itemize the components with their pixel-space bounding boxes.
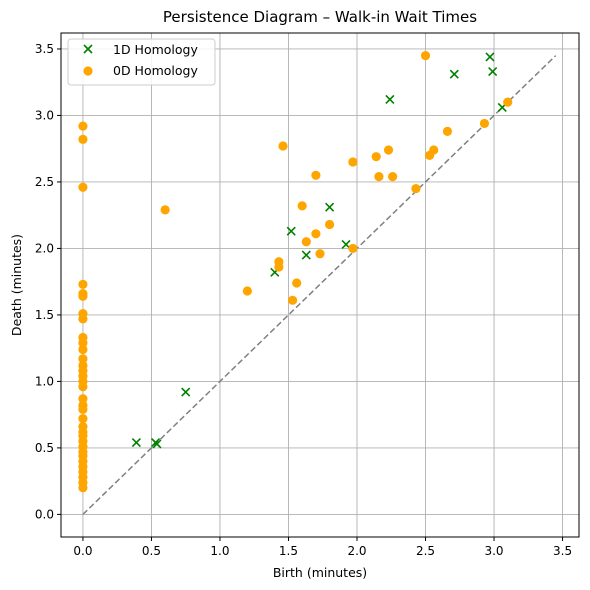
y-tick-label: 3.5 [35,42,54,56]
x-axis-ticks: 0.0 0.5 1.0 1.5 2.0 2.5 3.0 3.5 [73,537,572,558]
point-0d-homology [442,126,453,137]
x-tick-label: 3.5 [553,544,572,558]
x-tick-label: 2.5 [416,544,435,558]
point-0d-homology [374,172,384,182]
y-tick-label: 3.0 [35,108,54,122]
point-0d-homology [383,145,394,155]
x-tick-label: 2.0 [347,544,366,558]
point-0d-homology [78,289,88,299]
x-tick-label: 0.5 [142,544,161,558]
point-0d-homology [278,141,288,151]
point-0d-homology [78,354,88,364]
point-0d-homology [78,134,88,144]
point-0d-homology [503,97,513,107]
point-0d-homology [242,286,252,296]
chart-title: Persistence Diagram – Walk-in Wait Times [163,8,477,26]
point-0d-homology [287,295,298,305]
point-0d-homology [78,360,88,371]
point-1d-homology [181,387,191,397]
point-1d-homology [385,94,395,105]
y-tick-label: 0.5 [35,441,54,455]
point-0d-homology [292,278,302,288]
point-1d-homology [485,52,495,62]
point-0d-homology [411,183,421,194]
legend: 1D Homology 0D Homology [67,38,216,86]
point-0d-homology [78,121,88,131]
point-0d-homology [429,145,439,155]
legend-box [67,38,216,86]
y-tick-label: 1.0 [35,374,54,388]
legend-1d-marker [83,44,93,54]
x-tick-label: 0.0 [73,544,92,558]
point-0d-homology [78,332,88,343]
point-0d-homology [78,394,88,404]
y-tick-label: 0.0 [35,507,54,521]
y-axis-label: Death (minutes) [9,234,24,336]
point-0d-homology [371,152,381,162]
data-points [78,51,513,493]
y-axis-ticks: 0.0 0.5 1.0 1.5 2.0 2.5 3.0 3.5 [35,42,61,521]
point-0d-homology [78,400,88,410]
point-0d-homology [348,157,358,167]
point-0d-homology [78,344,88,355]
point-1d-homology [286,226,296,236]
point-1d-homology [488,66,498,77]
point-0d-homology [78,422,88,432]
point-1d-homology [131,438,141,448]
grid-lines [61,33,579,537]
point-0d-homology [78,414,88,424]
x-axis-label: Birth (minutes) [273,565,367,580]
legend-0d-marker [83,66,93,76]
point-0d-homology [311,229,321,239]
point-1d-homology [152,439,162,449]
point-0d-homology [160,205,170,215]
point-0d-homology [388,172,398,182]
legend-1d-label: 1D Homology [113,42,198,57]
diagonal-reference-line [82,55,557,515]
point-0d-homology [420,51,431,61]
point-0d-homology [311,170,321,180]
point-0d-homology [78,182,88,192]
point-0d-homology [315,249,325,259]
point-0d-homology [324,219,335,230]
point-0d-homology [274,257,284,267]
point-1d-homology [325,202,335,212]
point-0d-homology [297,201,307,211]
legend-0d-label: 0D Homology [113,63,198,78]
y-tick-label: 2.0 [35,241,54,255]
plot-frame [60,32,580,538]
x-tick-label: 3.0 [484,544,503,558]
point-0d-homology [301,237,311,247]
x-tick-label: 1.0 [210,544,229,558]
y-tick-label: 2.5 [35,175,54,189]
point-0d-homology [78,308,88,319]
point-1d-homology [449,69,459,79]
point-0d-homology [479,118,490,129]
y-tick-label: 1.5 [35,308,54,322]
point-1d-homology [301,250,311,260]
point-0d-homology [348,243,358,254]
x-tick-label: 1.5 [279,544,298,558]
point-0d-homology [78,279,88,289]
